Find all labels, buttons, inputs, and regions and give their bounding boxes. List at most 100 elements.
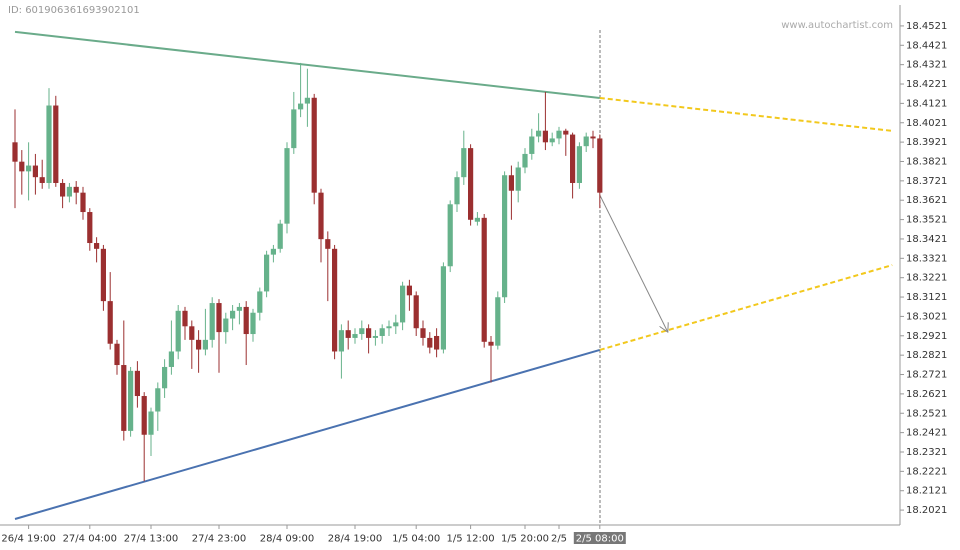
- y-tick-label: 18.2421: [906, 428, 947, 439]
- candle-body: [223, 318, 229, 333]
- candle-body: [121, 365, 127, 431]
- candle-body: [46, 105, 52, 183]
- candle-body: [12, 142, 18, 162]
- candle-body: [114, 343, 120, 366]
- x-tick-label: 2/5: [551, 534, 567, 545]
- candle-body: [352, 334, 358, 338]
- candle-body: [590, 136, 596, 139]
- candle-body: [73, 186, 79, 193]
- candle-body: [270, 248, 276, 255]
- candle-body: [168, 351, 174, 367]
- candle-body: [32, 165, 38, 178]
- candle-body: [522, 153, 528, 168]
- watermark: www.autochartist.com: [781, 20, 893, 31]
- candle-body: [148, 411, 154, 435]
- x-tick-label: 26/4 19:00: [1, 534, 55, 545]
- candle-body: [236, 306, 242, 311]
- candle-body: [87, 212, 93, 244]
- y-tick-label: 18.4321: [906, 60, 947, 71]
- candle-body: [196, 339, 202, 350]
- y-tick-label: 18.4421: [906, 40, 947, 51]
- candle-body: [576, 146, 582, 183]
- candle-body: [420, 328, 426, 338]
- y-tick-label: 18.3921: [906, 137, 947, 148]
- candle-body: [19, 161, 25, 172]
- candle-body: [542, 130, 548, 143]
- trend-line: [599, 96, 893, 132]
- candle-body: [257, 291, 263, 313]
- y-tick-label: 18.2121: [906, 486, 947, 497]
- candle-body: [434, 335, 440, 350]
- candle-body: [474, 217, 480, 222]
- y-tick-label: 18.4021: [906, 118, 947, 129]
- candle-body: [406, 285, 412, 296]
- candle-body: [427, 337, 433, 348]
- candle-body: [94, 243, 100, 249]
- y-tick-label: 18.3821: [906, 156, 947, 167]
- candle-body: [413, 295, 419, 329]
- candle-body: [175, 310, 181, 352]
- candle-body: [230, 310, 236, 319]
- x-tick-label: 1/5 20:00: [501, 534, 549, 545]
- candle-body: [556, 130, 562, 139]
- candle-body: [495, 297, 501, 346]
- candle-body: [393, 322, 399, 327]
- candle-body: [345, 330, 351, 338]
- y-tick-label: 18.2021: [906, 505, 947, 516]
- x-tick-label: 27/4 13:00: [124, 534, 178, 545]
- candle-body: [447, 204, 453, 267]
- y-tick-label: 18.3721: [906, 176, 947, 187]
- y-tick-label: 18.2821: [906, 350, 947, 361]
- candle-body: [366, 328, 372, 338]
- candle-body: [454, 177, 460, 205]
- candle-body: [284, 148, 290, 224]
- candle-body: [515, 167, 521, 191]
- candle-body: [107, 301, 113, 344]
- x-tick-label: 1/5 12:00: [447, 534, 495, 545]
- candle-body: [386, 326, 392, 329]
- x-tick-label: 28/4 19:00: [328, 534, 382, 545]
- y-tick-label: 18.4521: [906, 21, 947, 32]
- candle-body: [291, 109, 297, 149]
- candle-body: [597, 138, 603, 193]
- y-tick-label: 18.3121: [906, 292, 947, 303]
- x-tick-label: 1/5 04:00: [392, 534, 440, 545]
- candle-body: [563, 130, 569, 135]
- candle-body: [468, 148, 474, 220]
- candle-body: [372, 335, 378, 338]
- candle-body: [26, 165, 32, 172]
- candle-body: [508, 175, 514, 191]
- candle-body: [53, 105, 59, 183]
- y-tick-label: 18.3421: [906, 234, 947, 245]
- candle-body: [189, 326, 195, 340]
- forecast-arrow: [599, 194, 668, 332]
- x-tick-label: 27/4 23:00: [192, 534, 246, 545]
- candle-body: [311, 97, 317, 193]
- candle-body: [502, 175, 508, 298]
- y-tick-label: 18.3521: [906, 215, 947, 226]
- candle-body: [304, 97, 310, 104]
- candle-body: [216, 303, 222, 333]
- y-tick-label: 18.3321: [906, 253, 947, 264]
- y-tick-label: 18.2321: [906, 447, 947, 458]
- candle-body: [332, 248, 338, 352]
- y-tick-label: 18.2521: [906, 408, 947, 419]
- trend-line: [599, 264, 893, 351]
- candle-body: [359, 328, 365, 335]
- y-tick-label: 18.3221: [906, 273, 947, 284]
- candle-body: [583, 136, 589, 147]
- y-tick-label: 18.4121: [906, 98, 947, 109]
- id-text: ID: 601906361693902101: [8, 5, 140, 16]
- candle-body: [202, 339, 208, 350]
- candle-body: [318, 192, 324, 240]
- x-tick-label: 27/4 04:00: [63, 534, 117, 545]
- candle-body: [461, 148, 467, 178]
- candle-body: [182, 310, 188, 327]
- candle-body: [536, 130, 542, 137]
- candle-body: [264, 254, 270, 292]
- candle-body: [155, 388, 161, 412]
- candle-body: [488, 341, 494, 346]
- candle-body: [440, 266, 446, 350]
- y-tick-label: 18.3621: [906, 195, 947, 206]
